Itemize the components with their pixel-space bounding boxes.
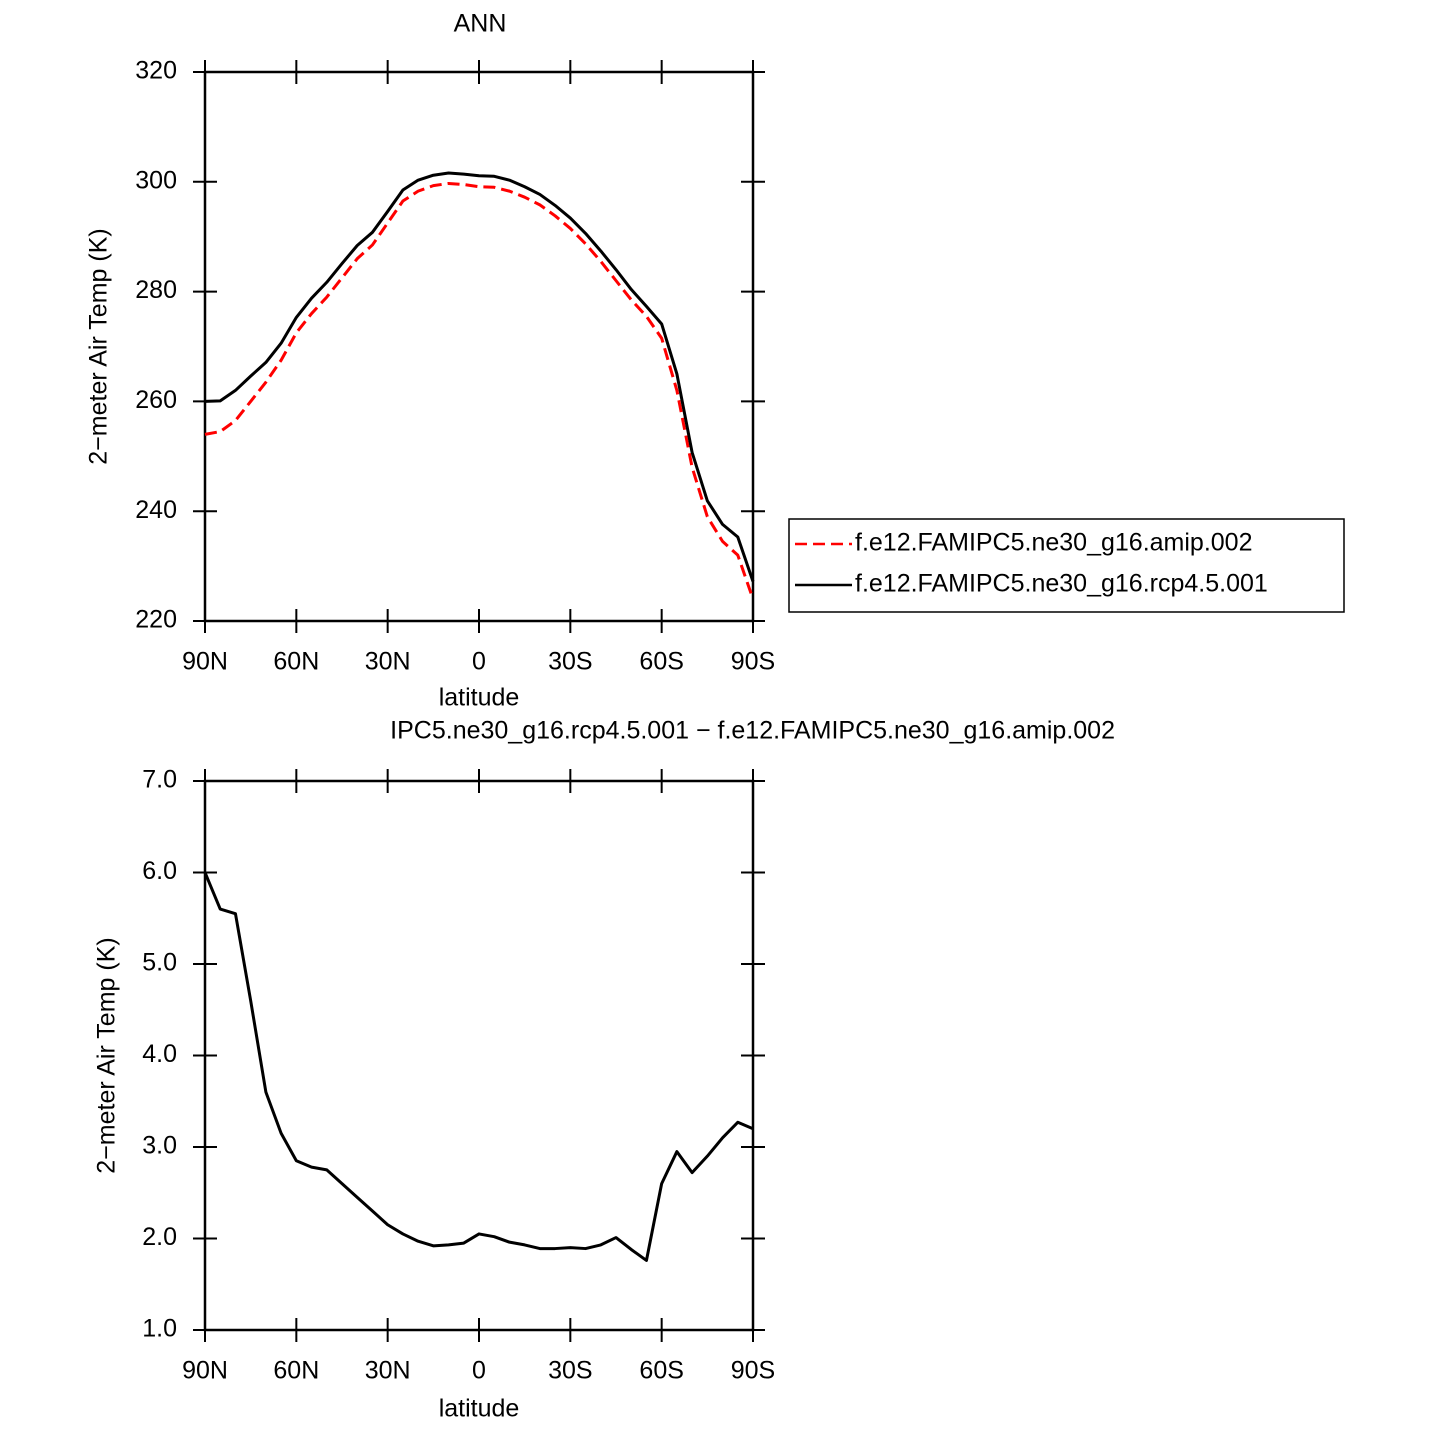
y-tick-label: 6.0 xyxy=(142,857,177,885)
x-tick-label: 60S xyxy=(639,1357,683,1385)
x-tick-label: 60N xyxy=(273,1357,319,1385)
x-tick-label: 90S xyxy=(731,648,775,676)
chart-title: IPC5.ne30_g16.rcp4.5.001 − f.e12.FAMIPC5… xyxy=(390,717,1115,745)
y-tick-label: 5.0 xyxy=(142,949,177,977)
x-tick-label: 0 xyxy=(472,1357,486,1385)
chart-title: ANN xyxy=(454,10,507,38)
plot-frame xyxy=(203,70,755,623)
series-line xyxy=(203,871,754,1262)
y-tick-label: 260 xyxy=(135,386,177,414)
x-axis-label: latitude xyxy=(439,1395,520,1423)
x-tick-label: 30S xyxy=(548,1357,592,1385)
legend-box xyxy=(788,518,1345,613)
x-tick-label: 30N xyxy=(365,648,411,676)
x-tick-label: 30S xyxy=(548,648,592,676)
x-tick-label: 30N xyxy=(365,1357,411,1385)
y-tick-label: 4.0 xyxy=(142,1040,177,1068)
y-tick-label: 320 xyxy=(135,57,177,85)
y-axis-label: 2−meter Air Temp (K) xyxy=(93,937,121,1173)
y-tick-label: 1.0 xyxy=(142,1315,177,1343)
x-tick-label: 90S xyxy=(731,1357,775,1385)
legend-label: f.e12.FAMIPC5.ne30_g16.amip.002 xyxy=(855,529,1253,557)
plot-frame xyxy=(203,779,755,1332)
y-tick-label: 240 xyxy=(135,496,177,524)
x-tick-label: 0 xyxy=(472,648,486,676)
y-tick-label: 300 xyxy=(135,166,177,194)
x-tick-label: 60N xyxy=(273,648,319,676)
series-line xyxy=(204,171,755,582)
x-tick-label: 90N xyxy=(182,1357,228,1385)
x-tick-label: 60S xyxy=(639,648,683,676)
legend-label: f.e12.FAMIPC5.ne30_g16.rcp4.5.001 xyxy=(855,570,1268,598)
y-tick-label: 2.0 xyxy=(142,1223,177,1251)
y-tick-label: 3.0 xyxy=(142,1132,177,1160)
x-axis-label: latitude xyxy=(439,684,520,712)
y-tick-label: 7.0 xyxy=(142,766,177,794)
series-line xyxy=(204,181,755,600)
y-tick-label: 280 xyxy=(135,276,177,304)
y-axis-label: 2−meter Air Temp (K) xyxy=(85,228,113,464)
y-tick-label: 220 xyxy=(135,606,177,634)
x-tick-label: 90N xyxy=(182,648,228,676)
